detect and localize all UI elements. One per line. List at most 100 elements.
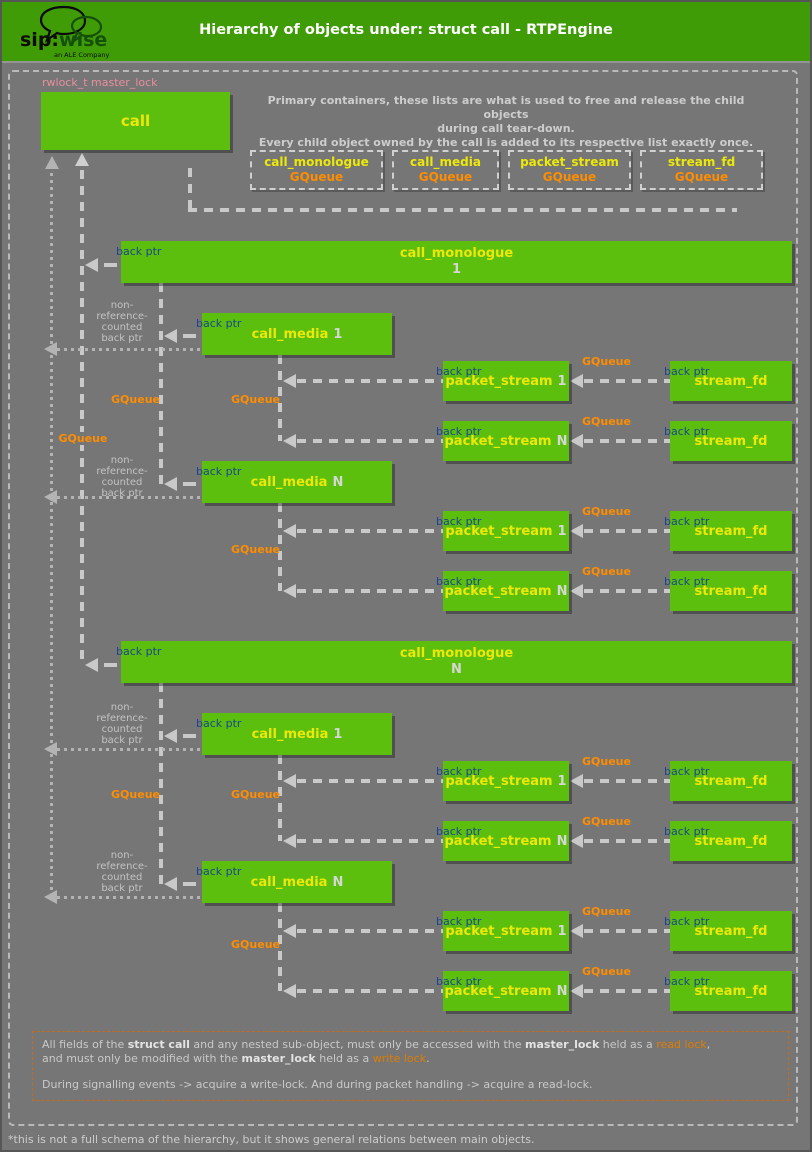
back-ptr-arrow xyxy=(570,774,583,788)
intro-line-2: during call tear-down. xyxy=(437,122,575,135)
node-title: stream_fd xyxy=(694,523,768,539)
non-ref-arrow xyxy=(44,342,57,356)
non-ref-back-ptr-label: non- reference- counted back ptr xyxy=(96,300,148,344)
container-name: packet_stream xyxy=(520,155,619,169)
node-title: call_monologue xyxy=(399,646,514,661)
non-ref-back-ptr-line xyxy=(50,173,53,899)
logo-tagline: an ALE Company xyxy=(54,51,110,59)
node-index: N xyxy=(332,474,344,490)
container-type: GQueue xyxy=(289,170,344,184)
node-title: stream_fd xyxy=(694,433,768,449)
gqueue-label: GQueue xyxy=(231,543,280,556)
node-title: call_media xyxy=(250,474,328,490)
node-packet-stream-n: packet_stream N xyxy=(443,971,569,1011)
node-stream-fd: stream_fd xyxy=(670,761,792,801)
gqueue-label: GQueue xyxy=(582,415,631,428)
back-ptr-arrow xyxy=(570,924,583,938)
node-index: 1 xyxy=(557,523,567,539)
node-title: call_monologue xyxy=(399,246,514,261)
gqueue-label: GQueue xyxy=(231,393,280,406)
back-ptr-line xyxy=(297,529,443,533)
node-index: 1 xyxy=(557,373,567,389)
back-ptr-line xyxy=(584,439,670,443)
node-index: N xyxy=(332,874,344,890)
container-call-media: call_media GQueue xyxy=(392,150,499,190)
node-title: packet_stream xyxy=(444,833,552,849)
node-title: call_media xyxy=(250,874,328,890)
back-ptr-line xyxy=(584,779,670,783)
back-ptr-line xyxy=(584,929,670,933)
gqueue-label: GQueue xyxy=(582,505,631,518)
back-ptr-label: back ptr xyxy=(196,317,242,330)
speech-bubbles-icon xyxy=(39,5,103,45)
logo-sip: sip: xyxy=(20,29,60,51)
back-ptr-arrow xyxy=(164,477,177,491)
back-ptr-label: back ptr xyxy=(436,975,482,988)
node-call-media-1: call_media 1 xyxy=(202,713,392,755)
back-ptr-label: back ptr xyxy=(436,365,482,378)
up-arrow-gqueue xyxy=(75,153,89,166)
node-stream-fd: stream_fd xyxy=(670,511,792,551)
node-call-media-n: call_media N xyxy=(202,461,392,503)
container-packet-stream: packet_stream GQueue xyxy=(508,150,631,190)
back-ptr-line xyxy=(297,989,443,993)
node-title: stream_fd xyxy=(694,373,768,389)
non-ref-arrow xyxy=(44,490,57,504)
container-name: call_monologue xyxy=(264,155,369,169)
node-packet-stream-1: packet_stream 1 xyxy=(443,511,569,551)
intro-text: Primary containers, these lists are what… xyxy=(246,94,766,150)
node-title: packet_stream xyxy=(444,983,552,999)
node-index: 1 xyxy=(451,262,462,277)
gqueue-label: GQueue xyxy=(582,905,631,918)
node-title: stream_fd xyxy=(694,983,768,999)
back-ptr-label: back ptr xyxy=(196,465,242,478)
node-title: call xyxy=(120,112,151,130)
node-packet-stream-n: packet_stream N xyxy=(443,571,569,611)
intro-line-1: Primary containers, these lists are what… xyxy=(267,94,745,121)
back-ptr-arrow xyxy=(283,834,296,848)
back-ptr-line xyxy=(584,989,670,993)
node-index: 1 xyxy=(557,923,567,939)
container-type: GQueue xyxy=(542,170,597,184)
back-ptr-arrow xyxy=(85,658,98,672)
back-ptr-arrow xyxy=(164,329,177,343)
back-ptr-line xyxy=(584,529,670,533)
node-title: packet_stream xyxy=(445,523,553,539)
sipwise-logo: sip:wise an ALE Company xyxy=(14,3,134,61)
node-packet-stream-n: packet_stream N xyxy=(443,821,569,861)
back-ptr-dash xyxy=(104,263,117,267)
note-write-lock: write lock xyxy=(372,1051,427,1065)
node-packet-stream-1: packet_stream 1 xyxy=(443,361,569,401)
back-ptr-label: back ptr xyxy=(664,365,710,378)
note-line-1: All fields of the struct call and any ne… xyxy=(42,1038,779,1052)
back-ptr-arrow xyxy=(283,434,296,448)
gqueue-label: GQueue xyxy=(582,355,631,368)
node-stream-fd: stream_fd xyxy=(670,571,792,611)
note-text: , xyxy=(706,1038,711,1051)
container-stream-fd: stream_fd GQueue xyxy=(640,150,763,190)
back-ptr-arrow xyxy=(570,584,583,598)
back-ptr-label: back ptr xyxy=(664,575,710,588)
intro-line-3: Every child object owned by the call is … xyxy=(258,136,754,149)
node-index: N xyxy=(556,833,568,849)
node-title: call_media xyxy=(251,726,329,742)
logo-wise: wise xyxy=(59,29,108,51)
back-ptr-label: back ptr xyxy=(664,425,710,438)
packet-stream-gqueue-line-1 xyxy=(278,355,282,441)
container-type: GQueue xyxy=(418,170,473,184)
gqueue-label: GQueue xyxy=(582,565,631,578)
note-master-lock: master_lock xyxy=(241,1051,316,1065)
node-packet-stream-1: packet_stream 1 xyxy=(443,761,569,801)
node-title: stream_fd xyxy=(694,923,768,939)
packet-stream-gqueue-line-3 xyxy=(278,755,282,841)
back-ptr-label: back ptr xyxy=(116,645,162,658)
monologue-gqueue-line xyxy=(80,170,84,665)
non-ref-line xyxy=(57,348,202,351)
back-ptr-line xyxy=(297,589,443,593)
back-ptr-line xyxy=(584,379,670,383)
non-ref-back-ptr-label: non- reference- counted back ptr xyxy=(96,702,148,746)
node-stream-fd: stream_fd xyxy=(670,971,792,1011)
packet-stream-gqueue-line-4 xyxy=(278,903,282,991)
